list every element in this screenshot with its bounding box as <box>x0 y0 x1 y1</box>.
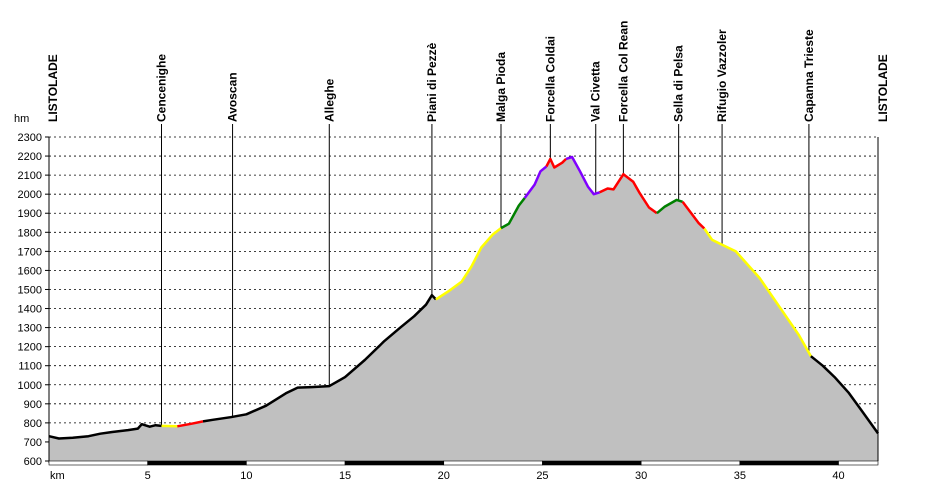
x-axis-scale-block <box>542 460 642 466</box>
waypoint-label: Cencenighe <box>155 54 169 122</box>
profile-segment <box>656 198 683 215</box>
y-tick-label: 700 <box>24 437 42 449</box>
x-axis-label: km <box>50 470 65 482</box>
y-tick-label: 1400 <box>18 304 42 316</box>
x-tick-label: 30 <box>635 470 647 482</box>
y-tick-label: 900 <box>24 399 42 411</box>
y-tick-label: 2300 <box>18 132 42 144</box>
profile-segment <box>810 355 880 435</box>
profile-segment <box>703 227 812 357</box>
y-tick-labels: 600 700 800 900 1000 1100 1200 1300 1400 1500 1600… <box>18 132 42 468</box>
axes <box>45 136 879 466</box>
x-axis-scale-block <box>739 460 839 466</box>
waypoint-label: Capanna Trieste <box>802 29 816 122</box>
waypoint-labels: LISTOLADE Cencenighe Avoscan Alleghe Piani d… <box>46 21 890 122</box>
y-tick-label: 1100 <box>18 361 42 373</box>
y-tick-label: 2200 <box>18 151 42 163</box>
x-axis-scale-block <box>48 460 148 466</box>
profile-segment <box>48 422 162 440</box>
y-tick-label: 800 <box>24 418 42 430</box>
x-axis-scale-block <box>246 460 346 466</box>
y-tick-label: 1900 <box>18 208 42 220</box>
waypoint-label: LISTOLADE <box>46 54 60 122</box>
profile-segment <box>565 155 601 196</box>
elevation-area <box>49 157 878 461</box>
x-tick-label: 25 <box>536 470 548 482</box>
waypoint-label: Piani di Pezzè <box>425 42 439 122</box>
waypoint-label: Forcella Col Rean <box>616 21 630 122</box>
y-tick-label: 1300 <box>18 323 42 335</box>
profile-segment <box>545 157 567 169</box>
x-tick-label: 15 <box>339 470 351 482</box>
x-tick-labels: 5 10 15 20 25 30 35 40 <box>145 470 845 482</box>
x-axis-scale-block <box>443 460 543 466</box>
waypoint-label: LISTOLADE <box>876 54 890 122</box>
x-tick-label: 40 <box>832 470 844 482</box>
y-axis-label: hm <box>14 113 29 125</box>
y-tick-label: 1200 <box>18 342 42 354</box>
x-tick-label: 35 <box>734 470 746 482</box>
x-axis-scale-block <box>640 460 741 466</box>
x-axis-scale-block <box>344 460 445 466</box>
y-tick-label: 2100 <box>18 170 42 182</box>
x-tick-label: 20 <box>438 470 450 482</box>
waypoint-label: Val Civetta <box>589 61 603 122</box>
x-axis-scale-block <box>838 460 879 466</box>
waypoint-lines <box>161 124 810 426</box>
x-tick-label: 10 <box>240 470 252 482</box>
profile-segment <box>599 172 658 215</box>
profile-segment <box>500 197 526 230</box>
waypoint-label: Rifugio Vazzoler <box>715 29 729 122</box>
profile-segment <box>681 201 706 230</box>
profile-segment <box>523 165 548 199</box>
profile-segment <box>202 293 437 423</box>
waypoint-label: Sella di Pelsa <box>672 45 686 122</box>
x-axis-scale-block <box>147 460 247 466</box>
y-tick-label: 1500 <box>18 284 42 296</box>
waypoint-label: Alleghe <box>322 78 336 122</box>
waypoint-label: Avoscan <box>226 72 240 122</box>
x-tick-label: 5 <box>145 470 151 482</box>
y-tick-label: 1000 <box>18 380 42 392</box>
profile-line <box>48 155 880 440</box>
y-tick-label: 1600 <box>18 265 42 277</box>
y-tick-label: 600 <box>24 456 42 468</box>
waypoint-label: Forcella Coldai <box>543 36 557 122</box>
y-tick-label: 2000 <box>18 189 42 201</box>
y-tick-label: 1700 <box>18 246 42 258</box>
profile-segment <box>177 420 204 428</box>
profile-segment <box>435 227 502 301</box>
y-tick-label: 1800 <box>18 227 42 239</box>
waypoint-label: Malga Pioda <box>494 52 508 122</box>
